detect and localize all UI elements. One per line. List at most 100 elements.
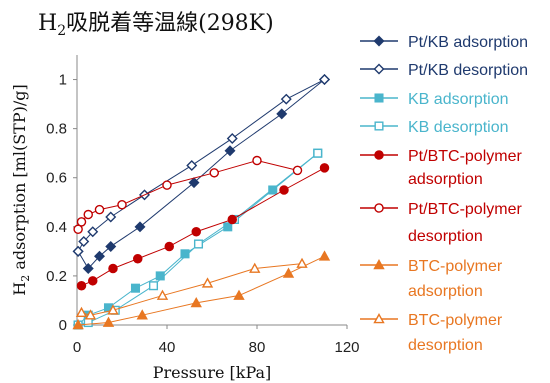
data-point <box>180 249 190 259</box>
y-ticks: 0 0.2 0.4 0.6 0.8 1 <box>46 72 77 334</box>
series-6 <box>72 250 331 330</box>
legend-item: BTC-polymer desorption <box>360 312 503 354</box>
legend-marker <box>374 93 384 103</box>
x-tick-label: 0 <box>73 339 81 356</box>
data-point <box>78 236 90 248</box>
y-tick-label: 0.6 <box>46 170 67 187</box>
data-point <box>249 262 261 273</box>
data-point <box>73 224 83 235</box>
data-point <box>76 280 87 291</box>
data-point <box>108 263 118 274</box>
data-point <box>313 148 323 158</box>
legend-label: adsorption <box>408 283 483 300</box>
y-axis-label: H2 adsorption [ml(STP)/g] <box>10 84 32 295</box>
chart-title-suffix: 吸脱着等温線(298K) <box>66 11 274 36</box>
y-axis-label-subscript: 2 <box>19 275 32 282</box>
data-point <box>102 316 115 327</box>
legend-item: BTC-polymer adsorption <box>360 258 503 300</box>
data-point <box>72 319 84 330</box>
legend-marker <box>374 203 384 213</box>
legend-label: desorption <box>408 228 483 245</box>
data-point <box>209 168 219 178</box>
legend-label: Pt/BTC-polymer <box>408 201 522 218</box>
data-point <box>105 211 117 223</box>
x-tick-label: 40 <box>159 339 176 356</box>
legend-marker <box>373 35 385 47</box>
series-line <box>81 167 325 287</box>
legend-label: Pt/BTC-polymer <box>408 148 522 165</box>
data-point <box>318 250 331 261</box>
data-point <box>117 199 127 210</box>
data-point <box>83 209 93 220</box>
data-point <box>162 180 172 190</box>
legend-item: KB adsorption <box>360 91 509 108</box>
data-point <box>268 185 278 195</box>
data-point <box>276 108 288 120</box>
data-point <box>191 226 201 237</box>
data-point <box>107 304 119 315</box>
data-point <box>296 257 308 268</box>
chart-title-prefix: H <box>38 11 57 36</box>
legend-label: adsorption <box>408 171 483 188</box>
legend-marker <box>373 313 385 324</box>
data-point <box>72 245 84 257</box>
data-point <box>94 204 105 215</box>
y-axis-label-prefix: H <box>10 282 29 296</box>
data-point <box>105 240 117 252</box>
legend-marker <box>374 121 384 131</box>
plot-area <box>72 74 331 330</box>
legend-item: Pt/BTC-polymer adsorption <box>360 148 522 188</box>
data-point <box>188 177 200 189</box>
legend-label: BTC-polymer <box>408 312 503 329</box>
data-point <box>319 74 330 86</box>
legend-item: Pt/KB desorption <box>360 62 528 79</box>
series-4 <box>76 163 330 291</box>
data-point <box>136 309 148 320</box>
data-point <box>94 250 105 262</box>
data-point <box>201 277 214 288</box>
y-axis-label-suffix: adsorption [ml(STP)/g] <box>10 84 29 274</box>
data-point <box>226 132 238 144</box>
data-point <box>87 276 98 286</box>
legend-label: Pt/KB adsorption <box>408 34 528 51</box>
data-point <box>280 93 292 105</box>
series-line <box>77 79 325 252</box>
legend-label: BTC-polymer <box>408 258 503 275</box>
x-axis-label: Pressure [kPa] <box>153 363 272 382</box>
data-point <box>130 283 141 293</box>
legend-item: Pt/KB adsorption <box>360 34 528 51</box>
legend-marker <box>373 63 385 75</box>
x-tick-label: 120 <box>334 339 359 356</box>
data-point <box>279 185 289 195</box>
data-point <box>252 155 262 166</box>
legend-marker <box>374 150 384 160</box>
x-tick-label: 80 <box>249 339 266 356</box>
data-point <box>87 226 99 238</box>
data-point <box>319 163 330 173</box>
legend-label: desorption <box>408 337 483 354</box>
y-tick-label: 0.4 <box>46 219 67 236</box>
data-point <box>134 221 146 233</box>
legend-label: Pt/KB desorption <box>408 62 528 79</box>
data-point <box>292 165 303 176</box>
data-point <box>148 281 159 291</box>
y-tick-label: 0.8 <box>46 121 67 138</box>
x-ticks: 0 40 80 120 <box>73 325 360 356</box>
data-point <box>224 145 236 157</box>
legend-label: KB desorption <box>408 119 509 136</box>
data-point <box>75 306 88 318</box>
data-point <box>164 241 174 252</box>
data-point <box>132 253 143 264</box>
data-point <box>282 267 295 278</box>
y-tick-label: 1 <box>59 72 67 89</box>
legend-item: KB desorption <box>360 119 509 136</box>
y-tick-label: 0 <box>59 317 67 334</box>
data-point <box>84 309 97 320</box>
legend-item: Pt/BTC-polymer desorption <box>360 201 522 245</box>
data-point <box>83 318 93 328</box>
data-point <box>155 271 165 281</box>
data-point <box>233 289 245 300</box>
y-tick-label: 0.2 <box>46 268 67 285</box>
series-5 <box>73 155 303 235</box>
